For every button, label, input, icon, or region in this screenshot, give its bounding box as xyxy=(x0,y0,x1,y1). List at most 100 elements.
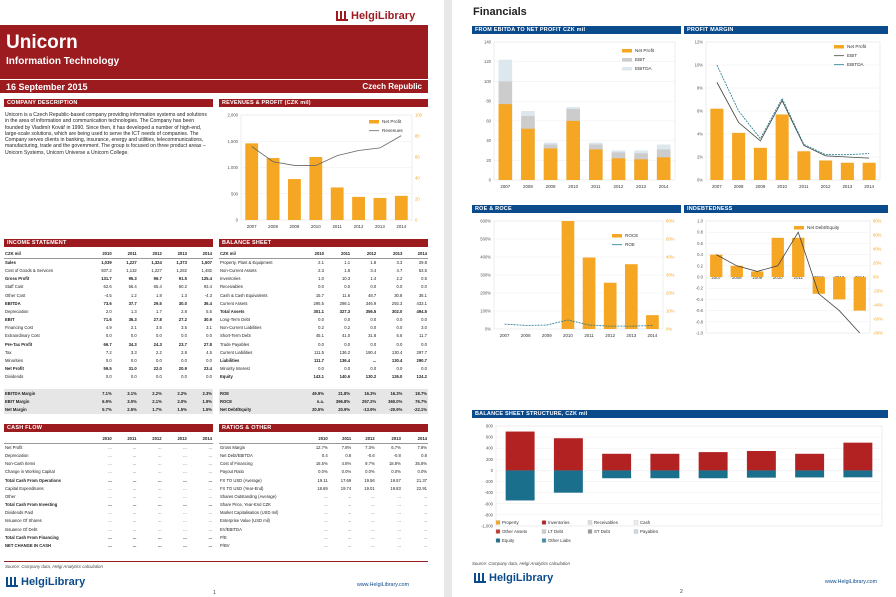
cell-value: 53.5 xyxy=(418,267,427,273)
cell-value: ... xyxy=(158,452,162,458)
cell-value xyxy=(303,381,325,389)
x-tick-label: 2009 xyxy=(290,224,300,229)
cell-value: 130.4 xyxy=(391,358,403,364)
table-row: Sales 1,039 1,227 1,324 1,373 1,607 xyxy=(4,258,213,266)
y2-tick-label: 80 xyxy=(415,134,420,139)
footer-url-2[interactable]: www.HelgiLibrary.com xyxy=(825,579,878,585)
cell-value: 20.5% xyxy=(302,405,325,414)
legend-swatch xyxy=(622,58,632,62)
cell-value: ... xyxy=(208,493,213,499)
cell-value: ... xyxy=(208,534,213,540)
cell-value: 2014 xyxy=(403,250,428,259)
cell-value: 24.3 xyxy=(153,341,162,347)
cell-value: 12.7% xyxy=(315,445,328,451)
table-row: Dividends 0.0 0.0 0.0 0.0 0.0 xyxy=(4,373,213,381)
bar-net-profit xyxy=(394,195,408,220)
cell-value: 0.0 xyxy=(344,341,351,347)
footer-logo: HelgiLibrary xyxy=(6,576,85,588)
bar-net-profit xyxy=(543,148,558,180)
y-tick-label: 0.6 xyxy=(697,241,703,246)
cell-value: ... xyxy=(324,518,328,524)
bar-net-debt/equity xyxy=(792,237,805,277)
cell-value: 0.2 xyxy=(318,325,324,331)
cell-value: 29.5 xyxy=(153,300,162,306)
cell-value: ... xyxy=(132,485,137,491)
row-label: Current Assets xyxy=(220,300,248,306)
row-label: Dividends Paid xyxy=(5,510,33,516)
y-tick-label: 60 xyxy=(486,118,491,123)
cell-value: ... xyxy=(183,543,187,549)
bar-equity xyxy=(843,470,873,478)
cell-value: 1,607 xyxy=(201,260,212,266)
cell-value: ... xyxy=(347,543,352,549)
y-tick-label: 800 xyxy=(486,424,494,429)
y-tick-label: 8% xyxy=(697,86,703,91)
table-ratio-row: EBITDA Margin 7.1% 3.1% 2.2% 2.2% 2.3% xyxy=(4,389,213,398)
legend-label: Property xyxy=(502,520,519,525)
table-row: EBITDA 73.6 37.7 29.5 30.0 36.4 xyxy=(4,299,213,307)
y2-tick-label: 60% xyxy=(666,219,675,224)
y-tick-label: 400% xyxy=(480,255,491,260)
cell-value: 2.0 xyxy=(105,308,112,314)
cell-value: ... xyxy=(423,510,428,516)
cell-value: ... xyxy=(132,534,137,540)
cell-value: 1.7 xyxy=(156,308,162,314)
y-tick-label: 600% xyxy=(480,219,491,224)
cell-value: 0.0 xyxy=(421,366,427,372)
cell-value: 136.4 xyxy=(339,358,351,364)
cell-value: ... xyxy=(132,469,137,475)
cell-value: 0.0 xyxy=(344,317,351,323)
bar-equity xyxy=(553,470,583,493)
cell-value: 36.4 xyxy=(203,300,212,306)
cell-value: 2011 xyxy=(324,250,352,259)
cell-value: 0.0 xyxy=(318,317,324,323)
cell-value: 45.1 xyxy=(315,333,324,339)
section-profit-margin: PROFIT MARGIN xyxy=(684,26,888,34)
cell-value: 125.4 xyxy=(201,276,212,282)
row-label: Total Cash From Financing xyxy=(5,534,59,540)
table-row: Current Assets 295.5 298.1 346.9 292.3 433.1 xyxy=(219,299,428,307)
cell-value: 295.5 xyxy=(313,300,324,306)
cell-value: 27.8 xyxy=(203,341,212,347)
cell-value: 1.8 xyxy=(156,292,162,298)
cell-value: 0.0 xyxy=(130,358,137,364)
row-label: Financing Cost xyxy=(5,325,33,331)
cell-value: 0.0 xyxy=(344,284,351,290)
bar-net-debt/equity xyxy=(710,254,723,277)
y-tick-label: 0 xyxy=(491,468,494,473)
cell-value: 2014 xyxy=(187,435,213,444)
cell-value: ... xyxy=(347,502,352,508)
cell-value: ... xyxy=(324,543,328,549)
cell-value: 2010 xyxy=(87,250,113,259)
row-label: EBIT xyxy=(5,317,15,323)
row-label: Staff Cost xyxy=(5,284,24,290)
cell-value: ... xyxy=(132,461,137,467)
y-tick-label: 100 xyxy=(484,79,492,84)
cell-value: 0.0 xyxy=(370,366,377,372)
cell-value: 0.0 xyxy=(421,341,427,347)
row-label: EBITDA xyxy=(5,300,21,306)
cell-value: 0.0 xyxy=(181,333,187,339)
cell-value xyxy=(351,381,377,389)
x-tick-label: 2013 xyxy=(626,333,636,338)
bar-net-profit xyxy=(498,104,513,180)
cell-value: ... xyxy=(158,477,162,483)
cell-value: 4.9 xyxy=(105,325,112,331)
cell-value: 131.7 xyxy=(101,276,112,282)
row-label: Receivables xyxy=(220,284,243,290)
cell-value: ... xyxy=(324,493,328,499)
cell-value: 2010 xyxy=(302,250,325,259)
cell-value: 17.69 xyxy=(340,477,352,483)
cell-value: 3.3 xyxy=(396,260,403,266)
cell-value: ... xyxy=(208,445,213,451)
footer-url[interactable]: www.HelgiLibrary.com xyxy=(357,582,410,588)
cell-value: 0.0% xyxy=(365,469,375,475)
cell-value xyxy=(325,381,351,389)
cell-value: 22.0 xyxy=(153,366,162,372)
footer-logo-2: HelgiLibrary xyxy=(474,572,553,584)
legend-label: Net Profit xyxy=(635,48,655,53)
y-tick-label: -600 xyxy=(485,501,494,506)
y2-tick-label: -40% xyxy=(873,303,883,308)
bar-net-profit xyxy=(266,158,280,220)
bar-inventories xyxy=(553,438,583,471)
